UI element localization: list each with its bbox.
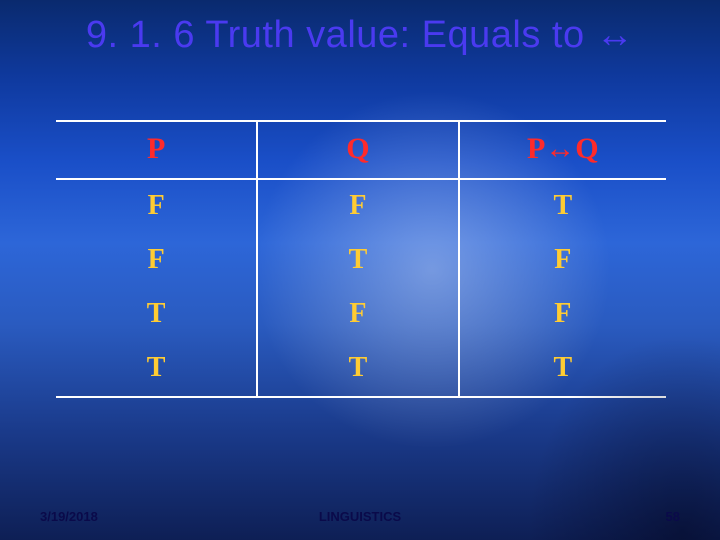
truth-table-grid: P Q P↔Q F F T F T F T F	[56, 120, 666, 398]
footer-subject: LINGUISTICS	[0, 509, 720, 524]
cell: T	[459, 342, 666, 397]
col-header-p: P	[56, 121, 257, 179]
cell: F	[459, 288, 666, 342]
col-header-q: Q	[257, 121, 458, 179]
table-row: F F T	[56, 179, 666, 234]
cell: F	[56, 179, 257, 234]
cell: T	[56, 288, 257, 342]
table-row: F T F	[56, 234, 666, 288]
cell: T	[257, 234, 458, 288]
cell: T	[257, 342, 458, 397]
cell: T	[56, 342, 257, 397]
table-row: T T T	[56, 342, 666, 397]
table-row: T F F	[56, 288, 666, 342]
slide-footer: 3/19/2018 LINGUISTICS 58	[0, 504, 720, 524]
slide-title: 9. 1. 6 Truth value: Equals to ↔	[0, 14, 720, 57]
cell: F	[257, 179, 458, 234]
cell: T	[459, 179, 666, 234]
cell: F	[56, 234, 257, 288]
cell: F	[257, 288, 458, 342]
table-header-row: P Q P↔Q	[56, 121, 666, 179]
slide: 9. 1. 6 Truth value: Equals to ↔ P Q P↔Q…	[0, 0, 720, 540]
footer-page: 58	[666, 509, 680, 524]
col-header-pq: P↔Q	[459, 121, 666, 179]
cell: F	[459, 234, 666, 288]
truth-table: P Q P↔Q F F T F T F T F	[56, 120, 666, 398]
